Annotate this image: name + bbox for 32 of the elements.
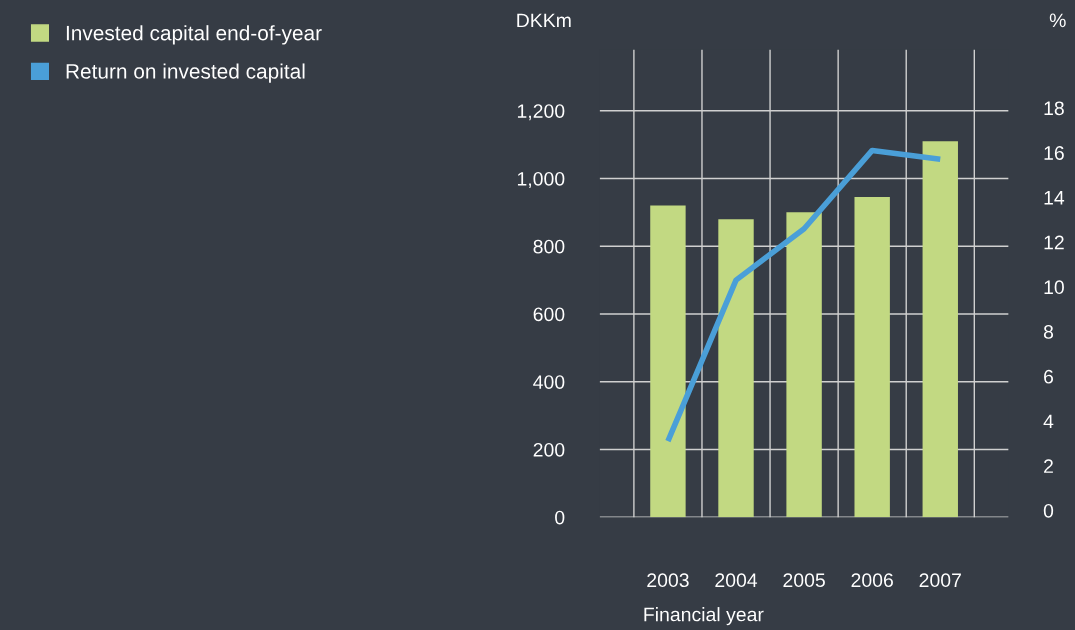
x-tick-label: 2003	[647, 573, 689, 588]
legend-label: Return on invested capital	[66, 63, 305, 83]
y-axis-title: DKKm	[517, 13, 571, 28]
y2-tick-label: 12	[1044, 235, 1064, 250]
legend-label: Invested capital end-of-year	[66, 25, 322, 45]
y2-tick-label: 2	[1044, 459, 1053, 473]
x-tick-label: 2007	[919, 573, 961, 588]
y-tick-label: 1,000	[517, 171, 565, 189]
y2-axis-title: %	[1049, 13, 1066, 28]
y-tick-label: 200	[533, 442, 565, 457]
y2-tick-label: 8	[1043, 325, 1054, 339]
y2-tick-label: 6	[1044, 369, 1054, 384]
bar	[922, 141, 958, 518]
y-tick-label: 400	[533, 375, 565, 389]
x-tick-label: 2005	[783, 573, 825, 588]
y2-tick-label: 16	[1044, 146, 1064, 160]
y2-tick-label: 10	[1044, 280, 1064, 295]
bar	[718, 219, 754, 518]
bar	[854, 197, 890, 518]
y2-tick-label: 4	[1043, 414, 1054, 429]
x-tick-label: 2006	[851, 573, 893, 588]
y2-tick-label: 14	[1044, 191, 1065, 205]
y2-tick-label: 18	[1044, 101, 1064, 116]
bar	[786, 212, 822, 518]
y-tick-label: 1,200	[517, 104, 565, 121]
y-tick-label: 600	[533, 307, 565, 322]
y-tick-label: 0	[555, 510, 565, 525]
x-tick-label: 2004	[715, 573, 758, 588]
y-tick-label: 800	[533, 239, 565, 254]
y2-tick-label: 0	[1043, 503, 1054, 518]
x-axis-title: Financial year	[644, 607, 764, 626]
bar	[650, 205, 686, 518]
